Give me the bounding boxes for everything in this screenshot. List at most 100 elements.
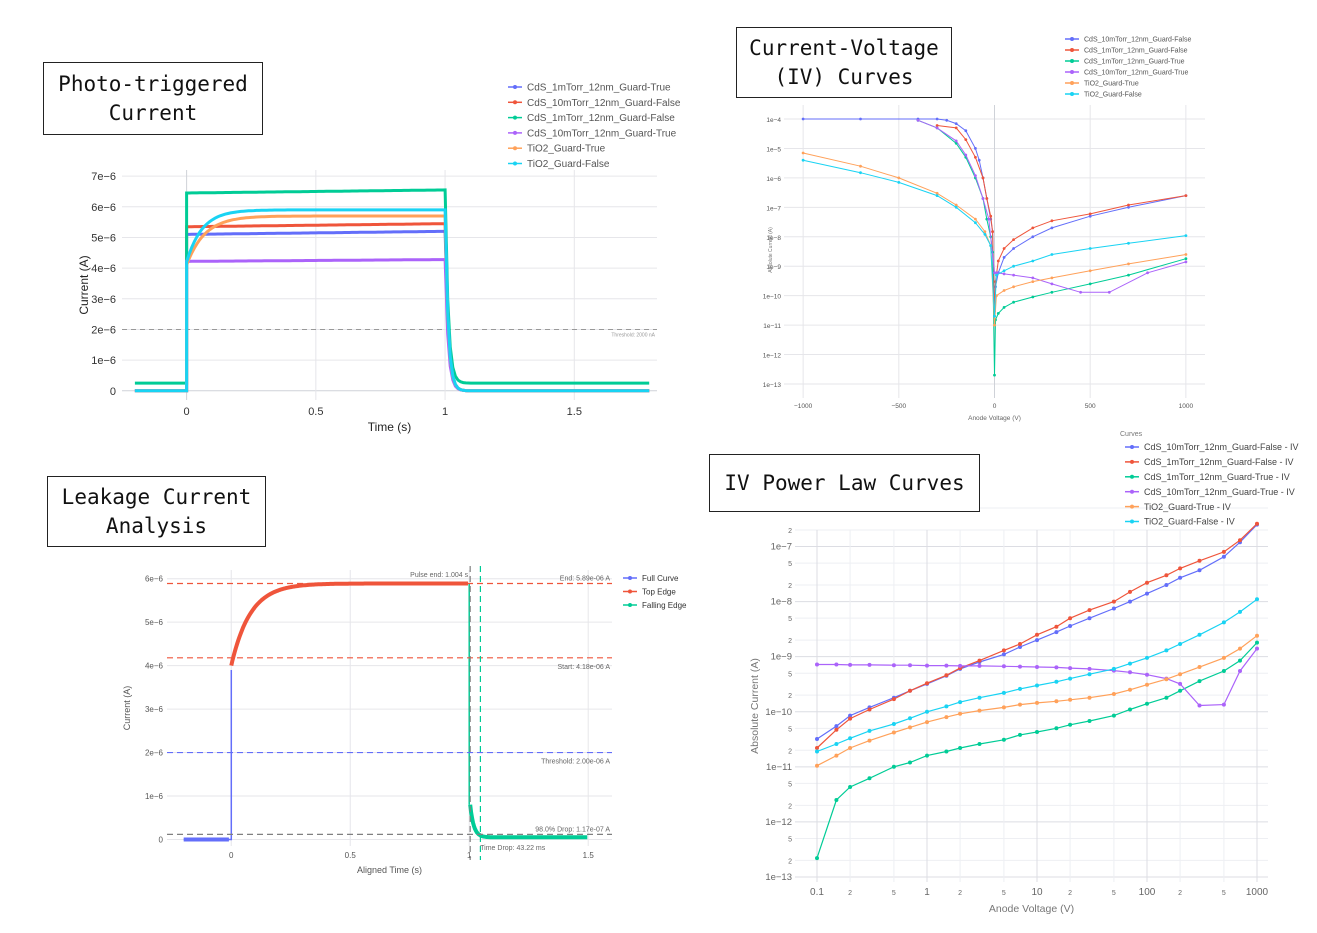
series-point bbox=[834, 742, 839, 746]
y-tick-label: 1e−7 bbox=[766, 205, 781, 212]
series-point bbox=[1035, 665, 1039, 669]
series-point bbox=[1054, 726, 1059, 731]
series-point bbox=[935, 194, 939, 198]
series-point bbox=[1164, 677, 1169, 682]
series-point bbox=[1184, 234, 1188, 238]
legend-label: CdS_10mTorr_12nm_Guard-True - IV bbox=[1144, 487, 1295, 497]
series-point bbox=[1018, 702, 1022, 707]
x-tick-label: 1.5 bbox=[567, 406, 582, 418]
series-point bbox=[1145, 682, 1149, 687]
series-point bbox=[1012, 247, 1015, 250]
y-tick-label: 1e−10 bbox=[765, 707, 792, 718]
x-tick-label: 1 bbox=[467, 851, 472, 860]
y-tick-label: 1e−8 bbox=[766, 235, 781, 242]
y-tick-label: 1e−12 bbox=[763, 353, 782, 360]
series-point bbox=[1031, 295, 1035, 299]
x-minor-tick-label: 2 bbox=[848, 890, 852, 897]
series-point bbox=[1087, 608, 1092, 613]
y-tick-label: 6e−6 bbox=[91, 202, 116, 214]
series-point bbox=[1221, 655, 1226, 660]
series-point bbox=[1164, 573, 1169, 578]
x-minor-tick-label: 2 bbox=[958, 890, 962, 897]
y-tick-label: 0 bbox=[110, 386, 116, 398]
series-point bbox=[1164, 583, 1169, 587]
series-point bbox=[1035, 683, 1039, 688]
photo-title-line-2: Current bbox=[108, 100, 198, 125]
series-point bbox=[834, 753, 839, 758]
series-point bbox=[1002, 256, 1006, 259]
legend-marker bbox=[513, 85, 517, 89]
x-tick-label: 500 bbox=[1085, 403, 1096, 410]
series-point bbox=[1221, 554, 1226, 559]
threshold-label: Threshold: 2000 nA bbox=[611, 332, 655, 338]
series-point bbox=[908, 688, 912, 693]
series-point bbox=[1012, 300, 1015, 304]
series-point bbox=[1238, 609, 1242, 614]
legend-label: Falling Edge bbox=[642, 601, 687, 610]
series-point bbox=[981, 176, 985, 180]
y-tick-label: 1e−4 bbox=[766, 117, 781, 124]
series-point bbox=[1111, 599, 1116, 604]
series-point bbox=[1221, 669, 1226, 673]
legend-marker bbox=[513, 100, 517, 105]
legend-marker bbox=[513, 115, 517, 120]
series-point bbox=[1111, 692, 1116, 696]
series-point bbox=[995, 273, 998, 277]
series-line bbox=[134, 222, 650, 393]
legend-label: TiO2_Guard-False - IV bbox=[1144, 517, 1235, 527]
legend-marker bbox=[1130, 504, 1134, 509]
series-point bbox=[1128, 707, 1132, 712]
y-minor-tick-label: 2 bbox=[788, 583, 792, 590]
series-point bbox=[1178, 672, 1183, 677]
y-minor-tick-label: 2 bbox=[788, 858, 792, 865]
series-point bbox=[1127, 205, 1130, 209]
reference-hline-label: End: 5.89e-06 A bbox=[560, 575, 611, 582]
series-point bbox=[1001, 648, 1006, 653]
series-point bbox=[908, 760, 912, 765]
series-point bbox=[993, 373, 996, 377]
series-point bbox=[1002, 289, 1006, 292]
series-point bbox=[859, 171, 862, 175]
series-point bbox=[1068, 697, 1073, 702]
x-tick-label: −1000 bbox=[794, 403, 813, 410]
series-point bbox=[1184, 253, 1188, 256]
y-minor-tick-label: 2 bbox=[788, 638, 792, 645]
x-axis-title: Time (s) bbox=[368, 420, 412, 434]
legend-label: CdS_10mTorr_12nm_Guard-False - IV bbox=[1144, 442, 1299, 452]
photo-title-line-1: Photo-triggered bbox=[58, 71, 248, 96]
series-point bbox=[834, 724, 839, 729]
x-tick-label: −500 bbox=[891, 403, 906, 410]
series-point bbox=[954, 203, 958, 207]
series-point bbox=[925, 709, 929, 714]
photo-chart-title-box: Photo-triggered Current bbox=[43, 62, 263, 135]
series-point bbox=[958, 700, 963, 705]
series-point bbox=[1238, 669, 1242, 673]
top-edge-line bbox=[229, 581, 468, 667]
series-point bbox=[1012, 264, 1015, 268]
series-point bbox=[1068, 624, 1073, 628]
legend-label: CdS_1mTorr_12nm_Guard-False bbox=[1084, 47, 1188, 54]
y-tick-label: 1e−8 bbox=[771, 597, 792, 608]
series-point bbox=[1001, 690, 1006, 695]
iv-title-line-1: Current-Voltage bbox=[749, 35, 939, 60]
series-point bbox=[925, 681, 929, 686]
legend-marker bbox=[1070, 70, 1074, 74]
legend-marker bbox=[628, 603, 632, 607]
series-point bbox=[993, 314, 996, 318]
series-line bbox=[134, 208, 650, 393]
series-point bbox=[1146, 271, 1149, 275]
series-point bbox=[1050, 290, 1054, 294]
y-minor-tick-label: 5 bbox=[788, 837, 792, 844]
series-point bbox=[916, 118, 920, 122]
series-point bbox=[1197, 665, 1202, 669]
series-point bbox=[1018, 642, 1022, 646]
series-point bbox=[1088, 247, 1092, 250]
x-tick-label: 1000 bbox=[1179, 403, 1194, 410]
y-tick-label: 3e−6 bbox=[145, 705, 164, 714]
y-tick-label: 1e−6 bbox=[145, 792, 164, 801]
legend-label: Top Edge bbox=[642, 587, 676, 596]
series-point bbox=[1001, 664, 1006, 669]
legend-marker bbox=[628, 589, 632, 594]
series-point bbox=[1001, 737, 1006, 742]
